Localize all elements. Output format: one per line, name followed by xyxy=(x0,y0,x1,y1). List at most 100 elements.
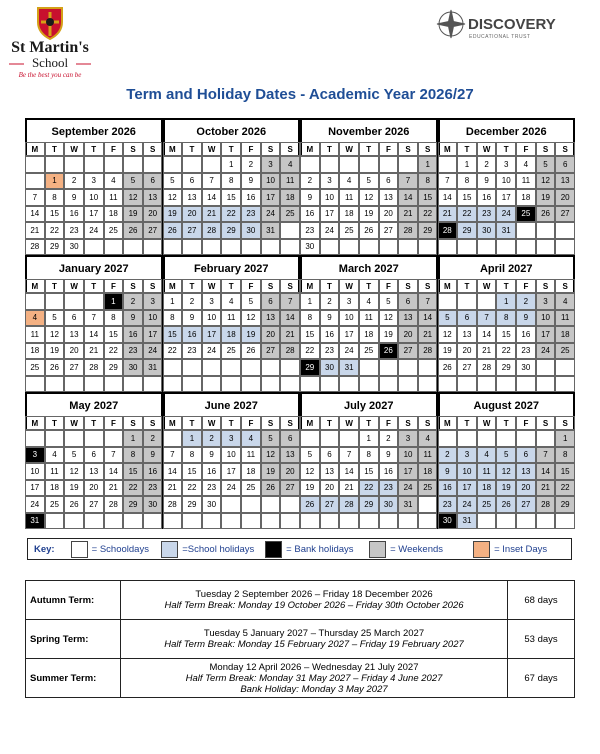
weekday-header: T xyxy=(457,279,477,293)
day-cell: 3 xyxy=(319,172,340,189)
term-row: Summer Term: Monday 12 April 2026 – Wedne… xyxy=(25,658,575,698)
day-cell: 28 xyxy=(437,222,458,239)
day-cell: 19 xyxy=(358,205,379,222)
weekday-header: T xyxy=(319,279,340,293)
day-cell: 3 xyxy=(221,430,242,447)
month-title: February 2027 xyxy=(193,263,269,275)
weekday-header: T xyxy=(457,416,477,430)
day-cell: 19 xyxy=(162,205,183,222)
day-cell: 29 xyxy=(221,222,242,239)
day-cell: 12 xyxy=(162,189,183,206)
day-cell xyxy=(476,512,497,529)
day-cell: 22 xyxy=(496,342,517,359)
day-cell: 24 xyxy=(339,342,359,359)
weekday-header: S xyxy=(417,416,438,430)
weekday-header: T xyxy=(358,416,379,430)
day-cell: 25 xyxy=(417,479,438,496)
day-cell: 29 xyxy=(555,496,575,513)
month-title: June 2027 xyxy=(204,400,258,412)
day-cell: 7 xyxy=(83,309,104,326)
day-cell: 20 xyxy=(378,205,399,222)
day-cell xyxy=(182,156,202,173)
day-cell: 2 xyxy=(241,156,261,173)
day-cell: 14 xyxy=(417,309,438,326)
day-cell: 28 xyxy=(201,222,222,239)
day-cell: 21 xyxy=(417,326,438,343)
term-date-range: Monday 12 April 2026 – Wednesday 21 July… xyxy=(209,661,419,673)
day-cell: 23 xyxy=(319,342,340,359)
weekday-header: S xyxy=(142,142,163,156)
weekday-header: S xyxy=(398,416,418,430)
day-cell: 21 xyxy=(535,479,556,496)
day-cell: 23 xyxy=(123,342,143,359)
key-item-label: = Schooldays xyxy=(91,543,149,555)
day-cell: 2 xyxy=(201,430,222,447)
day-cell: 9 xyxy=(476,172,497,189)
day-cell xyxy=(437,238,458,255)
day-cell: 6 xyxy=(378,172,399,189)
day-cell: 15 xyxy=(417,189,438,206)
day-cell: 10 xyxy=(260,172,281,189)
weekday-header: M xyxy=(162,416,183,430)
day-cell: 27 xyxy=(555,205,575,222)
day-cell: 26 xyxy=(44,359,65,376)
day-cell: 14 xyxy=(25,205,45,222)
day-cell: 1 xyxy=(182,430,202,447)
day-cell: 10 xyxy=(398,446,418,463)
day-cell xyxy=(457,293,477,310)
day-cell: 11 xyxy=(280,172,300,189)
day-cell: 9 xyxy=(182,309,202,326)
day-cell: 4 xyxy=(25,309,45,326)
day-cell: 8 xyxy=(496,309,517,326)
day-cell xyxy=(142,375,163,392)
day-cell: 20 xyxy=(182,205,202,222)
weekday-header: T xyxy=(358,142,379,156)
term-dates: Tuesday 2 September 2026 – Friday 18 Dec… xyxy=(120,580,508,620)
day-cell: 4 xyxy=(44,446,65,463)
key-swatch xyxy=(369,540,387,558)
weekday-header: S xyxy=(417,142,438,156)
day-cell xyxy=(83,512,104,529)
day-cell: 20 xyxy=(555,189,575,206)
day-cell: 14 xyxy=(398,189,418,206)
day-cell: 16 xyxy=(241,189,261,206)
day-cell: 4 xyxy=(417,430,438,447)
day-cell: 7 xyxy=(476,309,497,326)
weekday-header: M xyxy=(25,279,45,293)
weekday-header: T xyxy=(83,142,104,156)
day-cell xyxy=(555,375,575,392)
day-cell: 21 xyxy=(25,222,45,239)
day-cell: 26 xyxy=(535,205,556,222)
day-cell: 30 xyxy=(64,238,84,255)
day-cell: 7 xyxy=(162,446,183,463)
day-cell: 21 xyxy=(280,326,300,343)
day-cell: 13 xyxy=(457,326,477,343)
weekday-header: S xyxy=(535,142,556,156)
weekday-header: F xyxy=(516,279,536,293)
day-cell xyxy=(476,293,497,310)
day-cell: 17 xyxy=(398,463,418,480)
day-cell: 14 xyxy=(437,189,458,206)
day-cell xyxy=(535,512,556,529)
day-cell: 15 xyxy=(103,326,124,343)
day-cell xyxy=(555,359,575,376)
day-cell: 29 xyxy=(182,496,202,513)
weekday-header: W xyxy=(476,142,497,156)
day-cell: 11 xyxy=(476,463,497,480)
day-cell: 24 xyxy=(221,479,242,496)
day-cell xyxy=(64,156,84,173)
day-cell xyxy=(25,293,45,310)
day-cell: 14 xyxy=(201,189,222,206)
day-cell xyxy=(280,222,300,239)
day-cell xyxy=(280,496,300,513)
day-cell xyxy=(476,430,497,447)
day-cell: 12 xyxy=(44,326,65,343)
day-cell: 3 xyxy=(339,293,359,310)
trust-logo xyxy=(436,9,466,39)
day-cell: 26 xyxy=(300,496,320,513)
day-cell: 24 xyxy=(201,342,222,359)
weekday-header: T xyxy=(182,279,202,293)
day-cell: 13 xyxy=(280,446,300,463)
day-cell: 20 xyxy=(280,463,300,480)
day-cell xyxy=(516,512,536,529)
